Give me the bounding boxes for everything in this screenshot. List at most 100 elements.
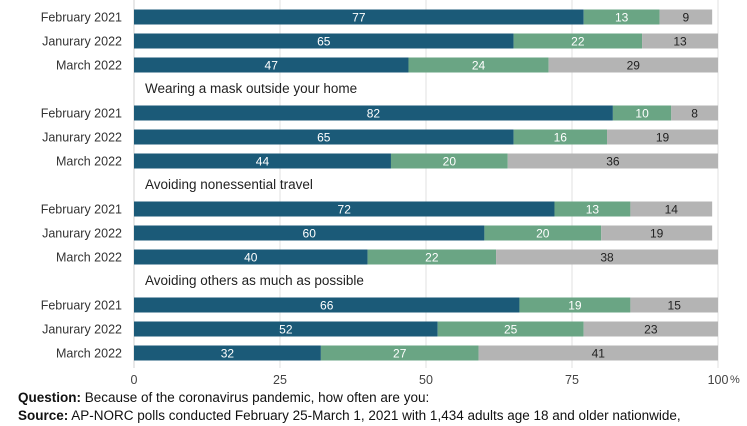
row-label: February 2021 (41, 107, 122, 121)
bar-segment (630, 201, 713, 217)
group-title: Avoiding others as much as possible (145, 273, 364, 288)
bar-segment (437, 321, 584, 337)
bar-value-label: 25 (504, 323, 518, 337)
bar-value-label: 36 (606, 155, 620, 169)
bar-segment (659, 9, 713, 25)
bar-segment (134, 129, 514, 145)
bar-value-label: 29 (627, 59, 641, 73)
row-label: Janurary 2022 (42, 131, 122, 145)
bar-segment (134, 249, 368, 265)
bar-value-label: 14 (665, 203, 679, 217)
bar-value-label: 47 (265, 59, 279, 73)
bar-value-label: 22 (571, 35, 585, 49)
stacked-bar-chart: 0 25 50 75 100 % February 2021 77 13 9 Janurary 20… (41, 0, 740, 387)
group-title: Wearing a mask outside your home (145, 81, 357, 96)
bar-segment (134, 57, 409, 73)
bar-segment (519, 297, 631, 313)
bar-value-label: 65 (317, 131, 331, 145)
row-label: February 2021 (41, 299, 122, 313)
bar-value-label: 44 (256, 155, 270, 169)
bar-segment (484, 225, 602, 241)
bar-value-label: 10 (635, 107, 649, 121)
bar-value-label: 41 (592, 347, 606, 361)
bar-value-label: 13 (673, 35, 687, 49)
bar-segment (607, 129, 718, 145)
bar-value-label: 40 (244, 251, 258, 265)
row-label: February 2021 (41, 203, 122, 217)
row-label: March 2022 (56, 155, 122, 169)
bar-value-label: 19 (656, 131, 670, 145)
question-text: Because of the coronavirus pandemic, how… (81, 390, 430, 405)
bar-segment (134, 345, 321, 361)
bar-value-label: 66 (320, 299, 334, 313)
bar-value-label: 19 (568, 299, 582, 313)
bar-value-label: 20 (443, 155, 457, 169)
bar-segment (320, 345, 479, 361)
row-label: Janurary 2022 (42, 227, 122, 241)
bar-segment (548, 57, 718, 73)
bar-value-label: 20 (536, 227, 550, 241)
x-axis-unit: % (730, 374, 740, 386)
bar-segment (478, 345, 718, 361)
x-tick-label: 50 (419, 373, 433, 387)
bar-value-label: 72 (338, 203, 352, 217)
bar-value-label: 60 (303, 227, 317, 241)
x-tick-label: 100 (708, 373, 729, 387)
bar-value-label: 24 (472, 59, 486, 73)
row-label: March 2022 (56, 251, 122, 265)
bar-segment (367, 249, 497, 265)
bar-segment (134, 9, 584, 25)
bar-value-label: 27 (393, 347, 407, 361)
bar-value-label: 15 (668, 299, 682, 313)
bar-value-label: 16 (554, 131, 568, 145)
row-label: February 2021 (41, 11, 122, 25)
bar-segment (134, 33, 514, 49)
question-note: Question: Because of the coronavirus pan… (18, 389, 681, 407)
bar-segment (554, 201, 631, 217)
x-tick-label: 25 (273, 373, 287, 387)
bar-value-label: 77 (352, 11, 366, 25)
chart-footer: Question: Because of the coronavirus pan… (18, 389, 681, 425)
group-title: Avoiding nonessential travel (145, 177, 313, 192)
bar-segment (507, 153, 718, 169)
bar-segment (134, 201, 555, 217)
bar-value-label: 52 (279, 323, 293, 337)
bar-segment (390, 153, 508, 169)
bar-value-label: 22 (425, 251, 439, 265)
source-text: AP-NORC polls conducted February 25-Marc… (68, 408, 681, 423)
row-label: March 2022 (56, 59, 122, 73)
bar-segment (601, 225, 713, 241)
bar-value-label: 32 (221, 347, 235, 361)
bar-segment (134, 105, 613, 121)
source-label: Source: (18, 408, 69, 423)
bar-segment (134, 153, 391, 169)
row-label: Janurary 2022 (42, 35, 122, 49)
bar-value-label: 19 (650, 227, 664, 241)
bar-segment (583, 9, 660, 25)
bar-value-label: 13 (615, 11, 629, 25)
question-label: Question: (18, 390, 81, 405)
row-label: March 2022 (56, 347, 122, 361)
bar-value-label: 38 (600, 251, 614, 265)
source-note: Source: AP-NORC polls conducted February… (18, 407, 681, 425)
bar-value-label: 65 (317, 35, 331, 49)
bar-value-label: 82 (367, 107, 381, 121)
bar-segment (134, 297, 520, 313)
row-label: Janurary 2022 (42, 323, 122, 337)
bar-value-label: 9 (683, 11, 690, 25)
x-tick-label: 0 (131, 373, 138, 387)
bar-segment (134, 321, 438, 337)
bar-value-label: 8 (691, 107, 698, 121)
bar-value-label: 23 (644, 323, 658, 337)
bar-segment (630, 297, 718, 313)
x-tick-label: 75 (565, 373, 579, 387)
bar-segment (513, 33, 643, 49)
bar-segment (134, 225, 485, 241)
bar-segment (671, 105, 718, 121)
bar-segment (496, 249, 718, 265)
bar-segment (642, 33, 718, 49)
bar-segment (513, 129, 608, 145)
bar-segment (583, 321, 718, 337)
bar-segment (612, 105, 672, 121)
bar-segment (408, 57, 549, 73)
